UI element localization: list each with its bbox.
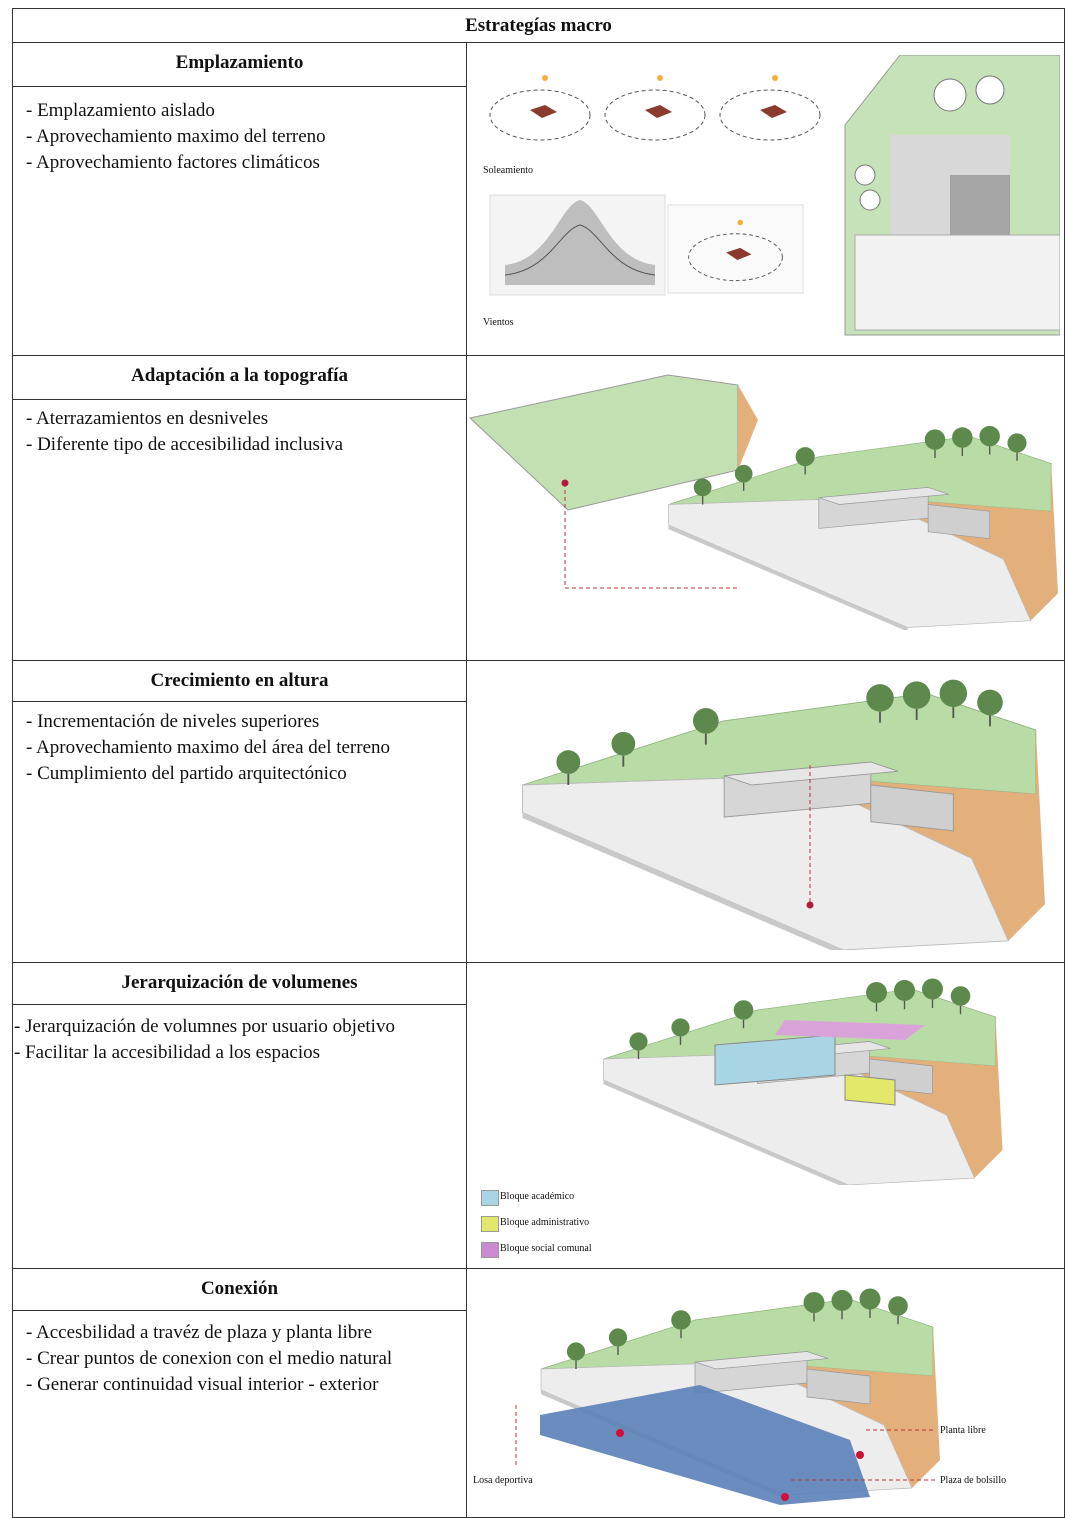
bullet-list: Emplazamiento aislado Aprovechamiento ma… <box>26 98 326 176</box>
bullet: Jerarquización de volumnes por usuario o… <box>14 1014 395 1040</box>
bullet: Emplazamiento aislado <box>26 98 326 124</box>
row-heading: Conexión <box>12 1268 467 1311</box>
text-cell <box>12 660 467 963</box>
illustration-shape <box>856 1451 864 1459</box>
illustration-shape <box>844 1074 896 1106</box>
bullet: Aprovechamiento factores climáticos <box>26 150 326 176</box>
site-illustration <box>489 55 1060 336</box>
bullet-list: Incrementación de niveles superiores Apr… <box>26 709 390 787</box>
illustration-shape <box>540 1385 870 1505</box>
text-cell <box>12 42 467 356</box>
illustration-shape <box>859 189 881 211</box>
text-cell <box>12 962 467 1269</box>
illustration-shape <box>854 234 1060 331</box>
illustration-shape <box>775 1020 925 1040</box>
callout-lines <box>515 1405 936 1481</box>
text-cell <box>12 355 467 661</box>
bullet: Crear puntos de conexion con el medio na… <box>26 1346 392 1372</box>
row-heading: Crecimiento en altura <box>12 660 467 702</box>
illustration-shape <box>504 224 656 276</box>
illustration-shape <box>719 74 821 141</box>
illustration-shape <box>505 200 655 285</box>
row-heading: Emplazamiento <box>12 42 467 87</box>
illustration-shape <box>616 1429 624 1437</box>
legend-label: Bloque administrativo <box>500 1217 590 1228</box>
legend-swatch <box>481 1190 499 1206</box>
figure-label: Losa deportiva <box>473 1475 533 1486</box>
bullet: Aprovechamiento maximo del terreno <box>26 124 326 150</box>
row-heading: Adaptación a la topografía <box>12 355 467 400</box>
bullet-list: Aterrazamientos en desniveles Diferente … <box>26 406 343 458</box>
bullet: Accesbilidad a travéz de plaza y planta … <box>26 1320 392 1346</box>
bullet: Aprovechamiento maximo del área del terr… <box>26 735 390 761</box>
connection-illustration <box>540 1287 940 1505</box>
illustration-shape <box>854 164 876 186</box>
illustration-shape <box>781 1493 789 1501</box>
illustration-shape <box>714 1034 836 1086</box>
figure-label: Soleamiento <box>483 165 533 176</box>
illustration-shape <box>521 678 1046 950</box>
illustration-shape <box>738 385 758 470</box>
row-heading: Jerarquización de volumenes <box>12 962 467 1005</box>
illustration-shape <box>604 74 706 141</box>
legend-swatch <box>481 1242 499 1258</box>
bullet: Cumplimiento del partido arquitectónico <box>26 761 390 787</box>
illustration-shape <box>561 479 569 487</box>
bullet: Diferente tipo de accesibilidad inclusiv… <box>26 432 343 458</box>
legend-label: Bloque académico <box>500 1191 575 1202</box>
legend-swatch <box>481 1216 499 1232</box>
bullet: Facilitar la accesibilidad a los espacio… <box>14 1040 395 1066</box>
height-illustration <box>521 678 1046 950</box>
table-title: Estrategías macro <box>12 8 1065 43</box>
legend-label: Bloque social comunal <box>500 1243 592 1254</box>
figure-label: Planta libre <box>940 1425 986 1436</box>
figure-label: Vientos <box>483 317 514 328</box>
hierarchy-illustration <box>602 977 1004 1185</box>
illustration-shape <box>489 74 591 141</box>
bullet-list: Jerarquización de volumnes por usuario o… <box>14 1014 395 1066</box>
illustration-shape <box>806 901 814 909</box>
topography-illustration <box>468 374 1058 630</box>
bullet: Generar continuidad visual interior - ex… <box>26 1372 392 1398</box>
bullet: Incrementación de niveles superiores <box>26 709 390 735</box>
illustration-shape <box>975 75 1005 105</box>
bullet-list: Accesbilidad a travéz de plaza y planta … <box>26 1320 392 1398</box>
bullet: Aterrazamientos en desniveles <box>26 406 343 432</box>
illustration-shape <box>667 204 804 294</box>
illustration-shape <box>933 78 967 112</box>
figure-label: Plaza de bolsillo <box>940 1475 1007 1486</box>
illustration-shape <box>602 977 1004 1185</box>
